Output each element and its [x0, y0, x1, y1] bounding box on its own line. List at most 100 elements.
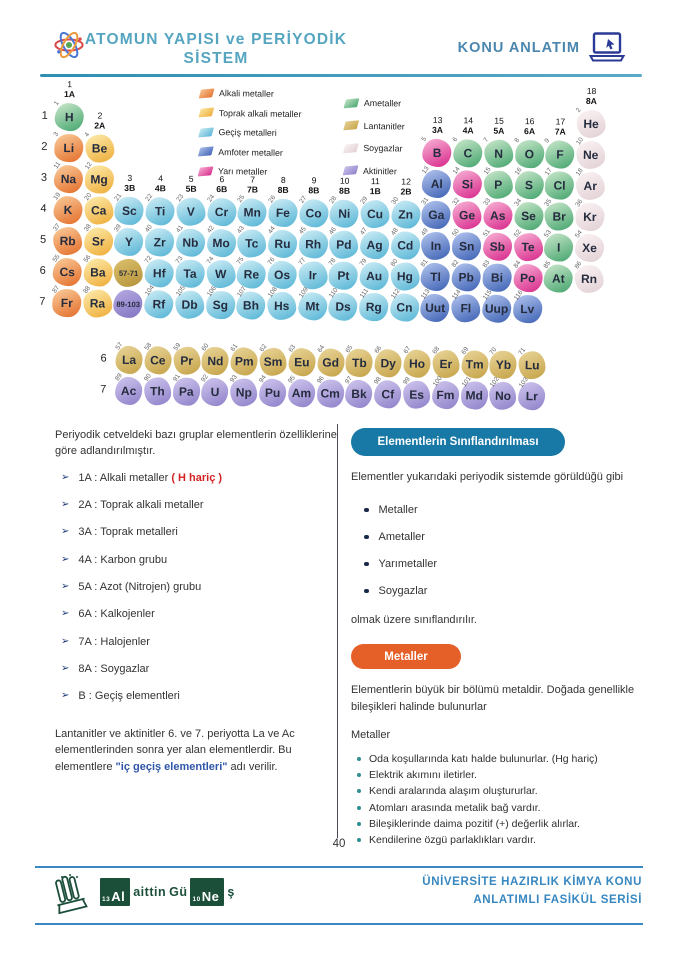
series-title-line2: ANLATIMLI FASİKÜL SERİSİ	[473, 893, 642, 906]
atomic-number: 33	[482, 197, 493, 208]
element-symbol: Sc	[121, 203, 137, 219]
group-item-text: 1A : Alkali metaller ( H hariç )	[78, 471, 223, 484]
series-title: ÜNİVERSİTE HAZIRLIK KİMYA KONU ANLATIMLI…	[422, 874, 642, 910]
element-cell-Li: 3 Li	[52, 131, 84, 163]
element-symbol: Yb	[495, 357, 512, 372]
atomic-number: 40	[144, 223, 154, 234]
element-cell-Nd: 60 Nd	[201, 342, 230, 376]
atomic-number: 106	[205, 285, 218, 298]
element-symbol: Ta	[183, 266, 197, 281]
legend-swatch-icon	[197, 146, 214, 157]
atomic-number: 51	[481, 228, 492, 239]
column-divider	[337, 424, 339, 838]
atomic-number: 78	[327, 257, 338, 268]
element-cell-Hg: 80 Hg	[389, 258, 420, 291]
atomic-number: 87	[51, 284, 62, 295]
group-item-text: 5A : Azot (Nitrojen) grubu	[78, 580, 202, 593]
element-symbol: W	[214, 267, 227, 282]
legend-label: Yarı metaller	[217, 166, 268, 177]
element-cell-Mt: 109 Mt	[297, 286, 328, 321]
element-cell-La: 57 La	[114, 341, 143, 375]
test-tubes-icon	[50, 872, 92, 921]
bullet-dot-icon	[364, 561, 369, 567]
element-cell-Uut: 113 Uut	[420, 288, 450, 323]
group-item-warning: ( H hariç )	[171, 471, 223, 484]
intro-paragraph: Periyodik cetveldeki bazı gruplar elemen…	[55, 429, 337, 457]
legend-item-left-2: Geçiş metalleri	[198, 125, 277, 140]
element-symbol: V	[186, 204, 195, 219]
group-item-1A: ➢ 1A : Alkali metaller ( H hariç )	[61, 471, 338, 484]
element-cell-Xe: 54 Xe	[574, 229, 605, 263]
element-symbol: Tm	[465, 357, 484, 372]
element-box-ne-symbol: Ne	[201, 889, 220, 904]
atomic-number: 29	[359, 195, 370, 206]
element-symbol: B	[432, 145, 442, 160]
element-symbol: Al	[430, 176, 443, 192]
group-item-text: 8A : Soygazlar	[78, 662, 150, 675]
element-cell-Th: 90 Th	[143, 373, 172, 406]
f-block-period-label-7: 7	[100, 383, 107, 396]
classification-closing: olmak üzere sınıflandırılır.	[351, 613, 477, 626]
element-cell-Pr: 59 Pr	[172, 342, 201, 375]
element-symbol: Po	[519, 271, 536, 286]
element-symbol: Sg	[212, 298, 229, 313]
element-cell-89-103: 89-103	[113, 289, 143, 319]
bullet-item: Metaller	[364, 504, 642, 517]
element-symbol: Cd	[397, 238, 414, 253]
element-cell-Fm: 100 Fm	[432, 375, 460, 410]
period-label-7: 7	[39, 295, 46, 308]
legend-swatch-icon	[343, 97, 360, 108]
atomic-number: 109	[297, 286, 310, 300]
element-symbol: Tb	[352, 355, 367, 371]
atomic-number: 108	[266, 285, 279, 299]
element-cell-Br: 35 Br	[544, 198, 574, 231]
bullet-item: Oda koşullarında katı halde bulunurlar. …	[357, 753, 642, 765]
element-symbol: Bh	[242, 298, 260, 313]
atomic-number: 75	[235, 255, 246, 266]
element-symbol: Lv	[520, 302, 535, 317]
atomic-number: 9	[543, 137, 552, 145]
atomic-number: 99	[401, 376, 412, 387]
element-symbol: He	[583, 116, 599, 132]
atomic-number: 56	[82, 253, 93, 264]
element-symbol: As	[490, 208, 506, 223]
element-symbol: Bk	[351, 386, 367, 402]
element-symbol: Co	[305, 206, 322, 221]
element-cell-Ir: 77 Ir	[297, 257, 328, 290]
element-box-al-number: 13	[102, 896, 111, 903]
atomic-number: 116	[512, 289, 524, 302]
element-cell-Ba: 56 Ba	[82, 254, 113, 287]
atomic-number: 41	[174, 224, 185, 235]
element-cell-Fe: 26 Fe	[267, 194, 298, 228]
element-cell-Nb: 41 Nb	[175, 224, 206, 257]
atomic-number: 93	[229, 373, 240, 384]
element-symbol: Fl	[460, 301, 472, 316]
atomic-number: 53	[543, 228, 554, 239]
element-symbol: Ne	[582, 147, 599, 163]
element-symbol: La	[121, 352, 137, 368]
atomic-number: 20	[83, 191, 93, 202]
atomic-number: 64	[315, 343, 326, 354]
section-title-metals: Metaller	[351, 644, 461, 669]
element-symbol: Ho	[408, 356, 426, 371]
element-cell-Mn: 25 Mn	[237, 194, 267, 227]
element-symbol: Te	[521, 240, 535, 255]
element-cell-Sb: 51 Sb	[482, 228, 513, 261]
brand-text-s: ş	[227, 885, 235, 899]
group-item-B: ➢ B : Geçiş elementleri	[61, 690, 338, 703]
bullet-dot-icon	[357, 821, 361, 826]
element-cell-In: 49 In	[420, 227, 451, 261]
element-cell-Re: 75 Re	[236, 256, 267, 289]
element-symbol: Pu	[264, 385, 281, 400]
atomic-number: 4	[83, 131, 91, 139]
atomic-number: 69	[459, 345, 470, 356]
atomic-number: 7	[482, 136, 490, 144]
atomic-number: 55	[51, 253, 62, 264]
f-block-period-label-6: 6	[100, 352, 107, 365]
element-symbol: Pb	[458, 270, 475, 285]
element-cell-Ag: 47 Ag	[359, 227, 390, 260]
legend-swatch-icon	[343, 120, 360, 131]
legend-swatch-icon	[198, 126, 214, 137]
atomic-number: 98	[373, 375, 384, 386]
